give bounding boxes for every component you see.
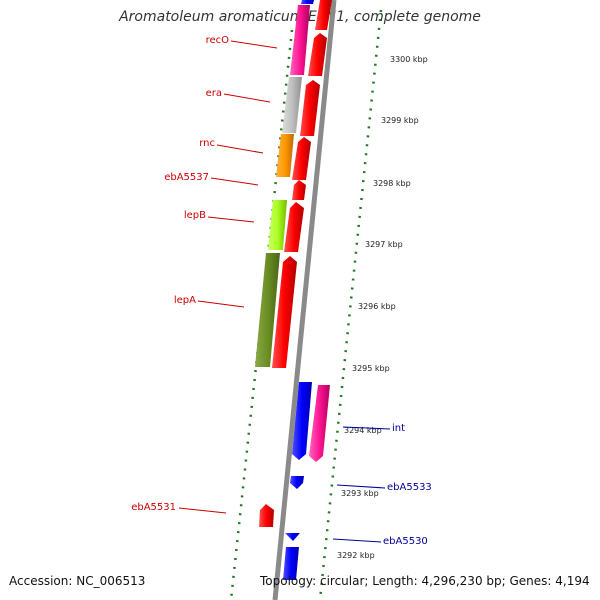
gene-arrow-era-strand[interactable]	[300, 80, 320, 136]
gene-arrow-ebA5530[interactable]	[285, 533, 300, 541]
scale-tick-label: 3295 kbp	[352, 364, 390, 373]
gene-label-int[interactable]: int	[392, 423, 405, 434]
gene-bar-bottom-blue[interactable]	[283, 547, 299, 580]
scale-tick-label: 3298 kbp	[373, 179, 411, 188]
gene-arrow-ebA5537-strand[interactable]	[292, 180, 306, 200]
topology-text: Topology: circular; Length: 4,296,230 bp…	[260, 574, 590, 588]
scale-tick-label: 3297 kbp	[365, 240, 403, 249]
scale-ticks: 3300 kbp 3299 kbp 3298 kbp 3297 kbp 3296 kbp…	[337, 55, 428, 560]
accession-text: Accession: NC_006513	[9, 574, 146, 588]
gene-label-ebA5530[interactable]: ebA5530	[383, 536, 428, 547]
gene-leader-line	[216, 144, 264, 154]
gene-bar-lepA[interactable]	[255, 253, 280, 367]
gene-arrow-blue-1[interactable]	[292, 382, 312, 460]
gene-arrow-recO-strand-2[interactable]	[308, 33, 327, 76]
gene-arrow-ebA5531[interactable]	[259, 504, 274, 527]
gene-leader-line	[223, 93, 271, 103]
gene-label-ebA5537[interactable]: ebA5537	[164, 172, 209, 183]
gene-leader-line	[332, 538, 382, 543]
gene-label-lepB[interactable]: lepB	[184, 210, 206, 221]
inner-dot-track	[229, 29, 294, 600]
gene-label-rnc[interactable]: rnc	[199, 138, 215, 149]
gene-label-ebA5531[interactable]: ebA5531	[131, 502, 176, 513]
scale-tick-label: 3294 kbp	[344, 426, 382, 435]
gene-leader-line	[210, 177, 259, 186]
gene-leader-line	[178, 507, 227, 514]
gene-label-ebA5533[interactable]: ebA5533	[387, 482, 432, 493]
gene-arrow-ebA5533[interactable]	[290, 476, 304, 489]
reverse-strand-genes	[283, 382, 312, 580]
scale-tick-label: 3293 kbp	[341, 489, 379, 498]
scale-tick-label: 3292 kbp	[337, 551, 375, 560]
scale-tick-label: 3299 kbp	[381, 116, 419, 125]
gene-labels: recO era rnc ebA5537 lepB lepA ebA5531 int ebA55…	[131, 35, 432, 547]
gene-leader-line	[230, 40, 278, 49]
gene-arrow-rnc-strand[interactable]	[292, 137, 311, 180]
gene-label-lepA[interactable]: lepA	[174, 295, 196, 306]
gene-leader-line	[207, 216, 255, 223]
gene-arrow-int[interactable]	[309, 385, 330, 462]
gene-bar-era[interactable]	[282, 77, 302, 133]
gene-leader-line	[197, 300, 245, 308]
gene-bar-recO[interactable]	[290, 5, 310, 75]
gene-bar-lepB[interactable]	[268, 200, 287, 250]
gene-arrow-lepA-strand[interactable]	[272, 256, 297, 368]
gene-bar-rnc[interactable]	[276, 134, 294, 177]
gene-arrow-recO-strand[interactable]	[315, 0, 332, 30]
gene-leader-line	[336, 484, 386, 489]
gene-bar-top-blue[interactable]	[301, 0, 314, 4]
gene-label-era[interactable]: era	[206, 88, 222, 99]
gene-label-recO[interactable]: recO	[206, 35, 230, 46]
gene-arrow-lepB-strand[interactable]	[284, 202, 304, 252]
gene-leader-line	[342, 426, 391, 430]
genome-backbone	[272, 0, 337, 600]
scale-tick-label: 3300 kbp	[390, 55, 428, 64]
scale-tick-label: 3296 kbp	[358, 302, 396, 311]
cog-genes	[255, 0, 314, 527]
forward-strand-genes	[272, 0, 332, 462]
